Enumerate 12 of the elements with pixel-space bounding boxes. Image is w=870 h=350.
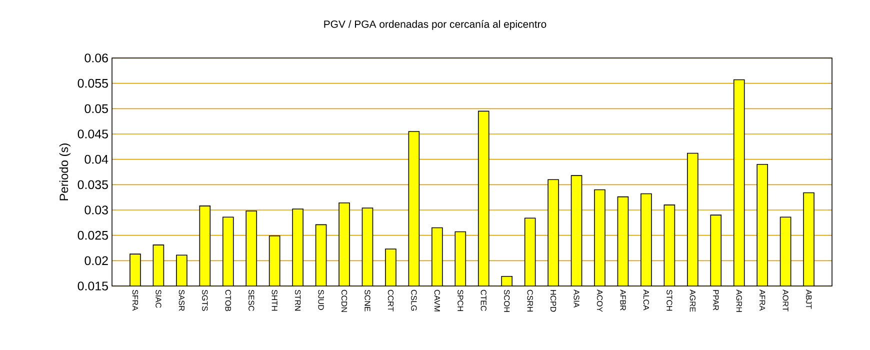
y-tick-label: 0.035 [78, 180, 108, 190]
y-tick-label: 0.02 [84, 256, 108, 266]
y-tick-label: 0.03 [84, 206, 108, 214]
chart-title: PGV / PGA ordenadas por cercanía al epicentro [324, 20, 546, 30]
y-axis-title: Periodo (s) [59, 144, 70, 200]
y-tick-label: 0.05 [84, 104, 108, 114]
y-tick-label: 0.045 [78, 130, 108, 138]
y-tick-label: 0.04 [84, 154, 108, 164]
y-tick-label: 0.015 [78, 282, 108, 290]
y-tick-label: 0.055 [78, 78, 108, 88]
y-tick-label: 0.025 [78, 230, 108, 240]
y-tick-label: 0.06 [84, 54, 108, 62]
